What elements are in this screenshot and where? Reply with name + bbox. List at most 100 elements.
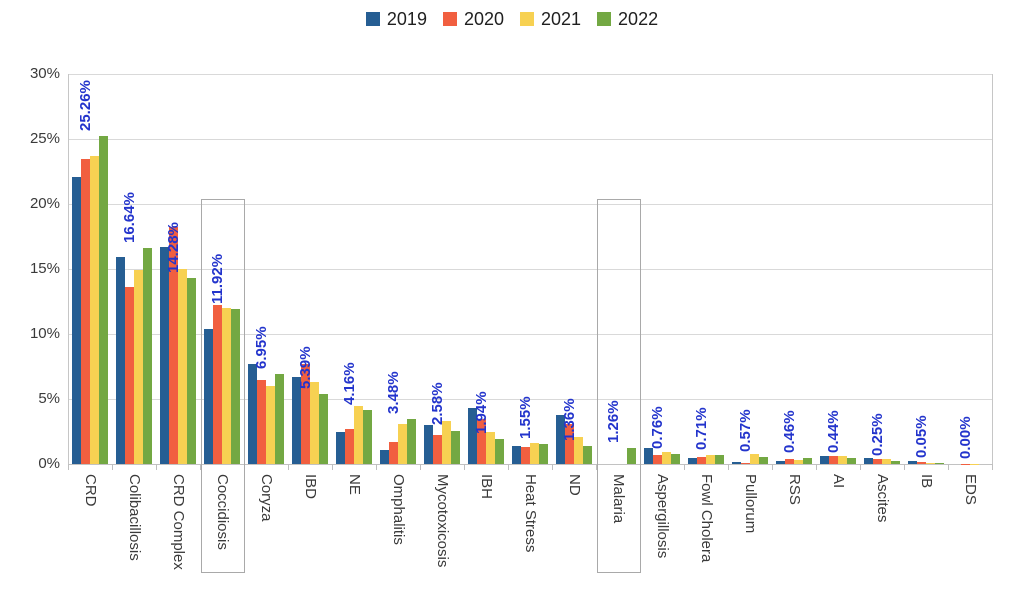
category-label-omphalitis: Omphalitis xyxy=(390,474,407,545)
bar-ai-2020 xyxy=(829,455,838,464)
bar-ibh-2019 xyxy=(468,408,477,464)
value-label-pullorum: 0.57% xyxy=(736,409,754,452)
legend-label: 2022 xyxy=(618,9,659,29)
bar-fowl-cholera-2022 xyxy=(715,454,724,464)
bar-ai-2019 xyxy=(820,456,829,464)
category-label-colibacillosis: Colibacillosis xyxy=(126,474,143,561)
x-axis-tick xyxy=(772,464,773,470)
bar-heat-stress-2019 xyxy=(512,445,521,464)
plot-right-border xyxy=(992,74,993,470)
bar-coccidiosis-2020 xyxy=(213,305,222,464)
value-label-coryza: 6.95% xyxy=(252,326,270,369)
value-label-crd-complex: 14.28% xyxy=(164,222,182,274)
y-axis-label: 30% xyxy=(29,65,60,82)
y-axis-label: 20% xyxy=(29,195,60,212)
bar-aspergillosis-2022 xyxy=(671,454,680,464)
bar-pullorum-2020 xyxy=(741,463,750,464)
bar-mycotoxicosis-2019 xyxy=(424,425,433,464)
x-axis-tick xyxy=(200,464,201,470)
x-axis-tick xyxy=(156,464,157,470)
bar-ibh-2021 xyxy=(486,431,495,464)
bar-omphalitis-2021 xyxy=(398,423,407,464)
bar-crd-2019 xyxy=(72,176,81,464)
bar-coryza-2021 xyxy=(266,386,275,464)
value-label-ai: 0.44% xyxy=(824,410,842,454)
bar-ib-2020 xyxy=(917,461,926,464)
x-axis-tick xyxy=(816,464,817,470)
x-axis-tick xyxy=(684,464,685,470)
bar-omphalitis-2020 xyxy=(389,441,398,464)
legend-label: 2020 xyxy=(463,9,504,29)
x-axis-tick xyxy=(640,464,641,470)
gridline xyxy=(68,139,992,140)
bar-ne-2020 xyxy=(345,428,354,464)
bar-fowl-cholera-2020 xyxy=(697,457,706,464)
legend-item-2021: 2021 xyxy=(520,10,581,28)
legend-color-swatch-2019 xyxy=(365,12,380,26)
bar-fowl-cholera-2019 xyxy=(688,458,697,464)
bar-ib-2019 xyxy=(908,461,917,464)
x-axis-tick xyxy=(904,464,905,470)
bar-pullorum-2021 xyxy=(750,453,759,464)
x-axis-tick xyxy=(728,464,729,470)
bar-ibh-2022 xyxy=(495,438,504,464)
value-label-colibacillosis: 16.64% xyxy=(120,191,138,243)
x-axis-tick xyxy=(596,464,597,470)
legend-label: 2019 xyxy=(386,9,427,29)
bar-nd-2020 xyxy=(565,423,574,464)
bar-nd-2022 xyxy=(583,446,592,464)
bar-ascites-2021 xyxy=(882,459,891,464)
bar-eds-2020 xyxy=(961,463,970,464)
y-axis-label: 0% xyxy=(38,455,60,472)
bar-ascites-2019 xyxy=(864,458,873,464)
gridline xyxy=(68,204,992,205)
bar-ibd-2020 xyxy=(301,363,310,464)
value-label-omphalitis: 3.48% xyxy=(384,371,402,414)
y-axis-label: 5% xyxy=(38,390,60,407)
x-axis-tick xyxy=(992,464,993,470)
legend-label: 2021 xyxy=(541,9,582,29)
bar-rss-2020 xyxy=(785,459,794,464)
value-label-ib: 0.05% xyxy=(912,415,930,459)
category-label-pullorum: Pullorum xyxy=(742,474,759,534)
category-label-ascites: Ascites xyxy=(874,474,891,523)
gridline xyxy=(68,74,992,75)
bar-aspergillosis-2020 xyxy=(653,454,662,464)
x-axis-tick xyxy=(288,464,289,470)
value-label-fowl-cholera: 0.71% xyxy=(692,407,710,450)
bar-ascites-2022 xyxy=(891,460,900,464)
value-label-rss: 0.46% xyxy=(780,410,798,454)
x-axis-tick xyxy=(68,464,69,470)
y-axis-label: 10% xyxy=(29,325,60,342)
category-label-malaria: Malaria xyxy=(610,474,627,524)
bar-pullorum-2019 xyxy=(732,462,741,464)
category-label-heat-stress: Heat Stress xyxy=(522,474,539,553)
legend-color-swatch-2020 xyxy=(442,12,457,26)
gridline xyxy=(68,464,992,465)
bar-crd-2020 xyxy=(81,158,90,464)
bar-ascites-2020 xyxy=(873,459,882,464)
value-label-ne: 4.16% xyxy=(340,362,358,405)
value-label-ibd: 5.39% xyxy=(296,346,314,389)
y-axis-label: 25% xyxy=(29,130,60,147)
bar-crd-complex-2019 xyxy=(160,246,169,464)
category-label-ib: IB xyxy=(918,474,935,489)
bar-mycotoxicosis-2022 xyxy=(451,430,460,464)
legend-item-2020: 2020 xyxy=(442,9,504,29)
legend-item-2019: 2019 xyxy=(365,9,427,29)
bar-rss-2021 xyxy=(794,459,803,464)
bar-pullorum-2022 xyxy=(759,456,768,464)
bar-nd-2019 xyxy=(556,414,565,464)
category-label-crd: CRD xyxy=(82,474,99,507)
bar-omphalitis-2022 xyxy=(407,418,416,464)
bar-ib-2022 xyxy=(935,463,944,464)
category-label-fowl-cholera: Fowl Cholera xyxy=(698,474,715,563)
bar-fowl-cholera-2021 xyxy=(706,455,715,464)
bar-rss-2019 xyxy=(776,460,785,464)
x-axis-tick xyxy=(332,464,333,470)
bar-nd-2021 xyxy=(574,436,583,464)
category-label-ibh: IBH xyxy=(478,474,495,500)
bar-colibacillosis-2020 xyxy=(125,287,134,464)
bar-rss-2022 xyxy=(803,458,812,464)
bar-coccidiosis-2021 xyxy=(222,308,231,464)
